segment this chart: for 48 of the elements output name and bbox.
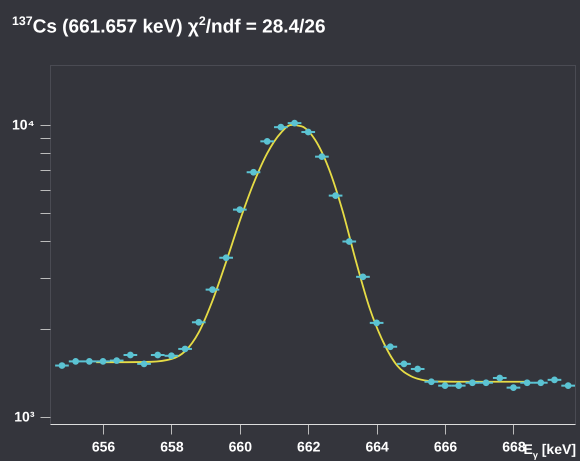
point	[304, 128, 312, 136]
point	[278, 124, 284, 131]
point	[264, 138, 271, 145]
point	[250, 168, 257, 176]
point	[332, 192, 339, 199]
x-tick-label: 668	[502, 438, 526, 454]
point	[182, 346, 188, 352]
point	[72, 358, 80, 365]
point	[455, 382, 462, 390]
point	[318, 153, 326, 160]
point	[168, 352, 175, 360]
x-tick-label: 662	[297, 438, 321, 454]
x-tick-label: 664	[365, 438, 390, 454]
chart-title: $^{137}$Cs (661.657 keV) χ$^{2}$/ndf = 28.4/26	[12, 14, 326, 38]
point	[482, 379, 490, 386]
x-tick-label: 656	[92, 438, 116, 454]
point	[86, 358, 93, 365]
point	[127, 352, 134, 358]
point	[195, 318, 202, 326]
point	[222, 254, 230, 262]
y-tick-label: 10³	[14, 408, 35, 424]
x-tick-label: 660	[228, 438, 252, 454]
point	[524, 379, 530, 386]
x-tick-label: 666	[434, 438, 458, 454]
point	[360, 273, 366, 280]
point	[58, 362, 66, 369]
point	[113, 357, 120, 364]
point	[346, 238, 353, 245]
point	[537, 379, 544, 386]
point	[209, 286, 216, 293]
point	[236, 206, 244, 213]
point	[551, 376, 558, 384]
point	[414, 366, 422, 372]
x-tick-label: 658	[160, 438, 184, 454]
point	[154, 352, 162, 358]
y-tick-label: 10⁴	[12, 116, 35, 132]
point	[428, 378, 435, 386]
point	[140, 360, 148, 368]
point	[373, 320, 380, 326]
point	[496, 374, 504, 382]
point	[386, 343, 394, 350]
point	[400, 360, 408, 368]
point	[442, 382, 448, 390]
point	[564, 382, 572, 390]
point	[510, 384, 517, 392]
point	[469, 379, 476, 386]
point	[291, 120, 298, 126]
point	[100, 358, 106, 365]
